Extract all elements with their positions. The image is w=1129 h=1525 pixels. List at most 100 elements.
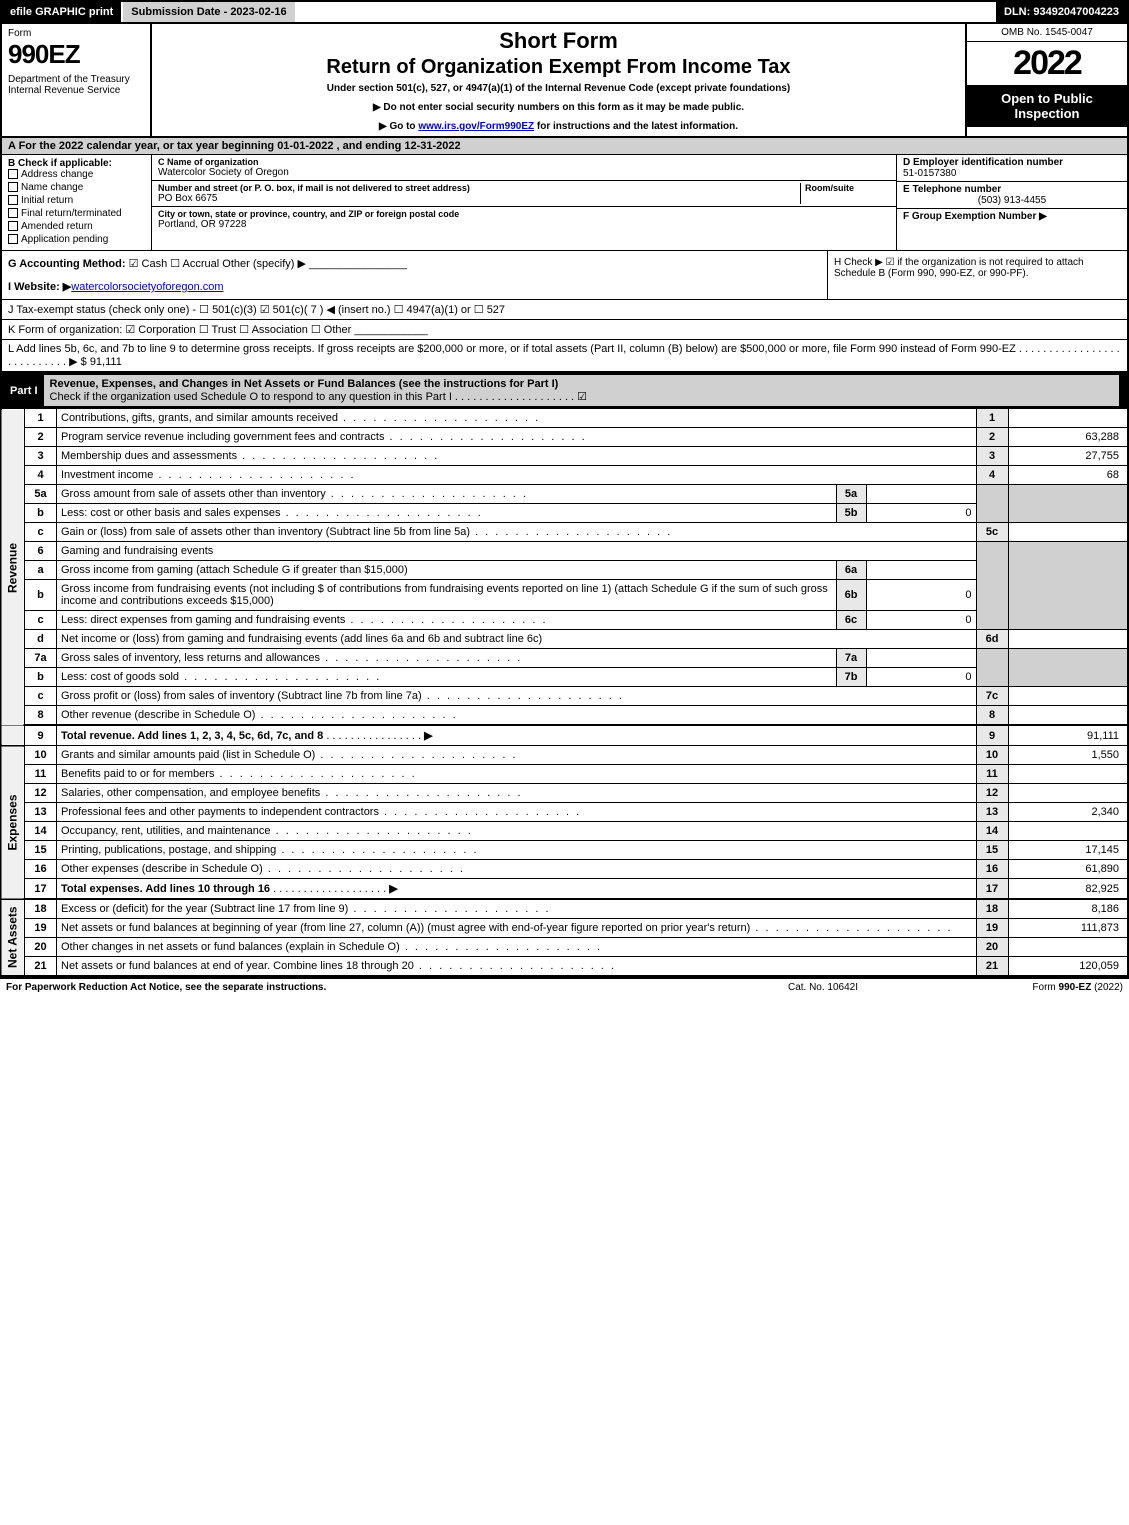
- l11-rn: 11: [976, 765, 1008, 784]
- l12-text: Salaries, other compensation, and employ…: [57, 784, 977, 803]
- top-bar: efile GRAPHIC print Submission Date - 20…: [0, 0, 1129, 24]
- l19-rv: 111,873: [1008, 919, 1128, 938]
- header-note2: ▶ Go to www.irs.gov/Form990EZ for instru…: [160, 121, 957, 132]
- l5c-rn: 5c: [976, 523, 1008, 542]
- l12-rn: 12: [976, 784, 1008, 803]
- l5b-sv: 0: [866, 504, 976, 523]
- side-net-assets: Net Assets: [1, 899, 25, 976]
- phone-label: E Telephone number: [903, 184, 1121, 195]
- l7c-rn: 7c: [976, 687, 1008, 706]
- l19-text: Net assets or fund balances at beginning…: [57, 919, 977, 938]
- l20-num: 20: [25, 938, 57, 957]
- header-left: Form 990EZ Department of the Treasury In…: [2, 24, 152, 136]
- l6-rv-shade: [1008, 542, 1128, 630]
- l20-text: Other changes in net assets or fund bala…: [57, 938, 977, 957]
- title-short-form: Short Form: [160, 28, 957, 54]
- l6a-sv: [866, 561, 976, 580]
- l11-rv: [1008, 765, 1128, 784]
- l5a-sn: 5a: [836, 485, 866, 504]
- l18-num: 18: [25, 899, 57, 919]
- l14-rv: [1008, 822, 1128, 841]
- part-1-header: Part I Revenue, Expenses, and Changes in…: [0, 372, 1129, 409]
- i-label: I Website: ▶: [8, 281, 71, 293]
- dept-label: Department of the Treasury Internal Reve…: [8, 74, 144, 96]
- row-j: J Tax-exempt status (check only one) - ☐…: [0, 300, 1129, 320]
- l7a-sn: 7a: [836, 649, 866, 668]
- l7b-sv: 0: [866, 668, 976, 687]
- room-label: Room/suite: [805, 183, 890, 193]
- phone-cell: E Telephone number (503) 913-4455: [897, 182, 1127, 209]
- cb-application-pending[interactable]: Application pending: [8, 234, 145, 245]
- irs-link[interactable]: www.irs.gov/Form990EZ: [418, 121, 534, 132]
- efile-print-button[interactable]: efile GRAPHIC print: [2, 2, 123, 22]
- l18-rn: 18: [976, 899, 1008, 919]
- l4-rn: 4: [976, 466, 1008, 485]
- l4-rv: 68: [1008, 466, 1128, 485]
- org-name-cell: C Name of organization Watercolor Societ…: [152, 155, 896, 181]
- page-footer: For Paperwork Reduction Act Notice, see …: [0, 977, 1129, 996]
- l3-rn: 3: [976, 447, 1008, 466]
- l2-rv: 63,288: [1008, 428, 1128, 447]
- l17-text: Total expenses. Add lines 10 through 16 …: [57, 879, 977, 900]
- group-exemption-cell: F Group Exemption Number ▶: [897, 209, 1127, 224]
- l7b-num: b: [25, 668, 57, 687]
- l4-num: 4: [25, 466, 57, 485]
- form-word: Form: [8, 28, 144, 39]
- l11-num: 11: [25, 765, 57, 784]
- form-number: 990EZ: [8, 39, 144, 70]
- cb-name-change[interactable]: Name change: [8, 182, 145, 193]
- l10-text: Grants and similar amounts paid (list in…: [57, 746, 977, 765]
- row-l-text: L Add lines 5b, 6c, and 7b to line 9 to …: [8, 343, 1120, 368]
- l6c-num: c: [25, 611, 57, 630]
- lines-table: Revenue 1 Contributions, gifts, grants, …: [0, 409, 1129, 977]
- l6a-text: Gross income from gaming (attach Schedul…: [57, 561, 837, 580]
- l9-rn: 9: [976, 725, 1008, 746]
- header-note1: ▶ Do not enter social security numbers o…: [160, 102, 957, 113]
- l16-text: Other expenses (describe in Schedule O): [57, 860, 977, 879]
- l3-rv: 27,755: [1008, 447, 1128, 466]
- l19-rn: 19: [976, 919, 1008, 938]
- l5c-text: Gain or (loss) from sale of assets other…: [57, 523, 977, 542]
- note2-pre: ▶ Go to: [379, 121, 418, 132]
- l11-text: Benefits paid to or for members: [57, 765, 977, 784]
- l10-rn: 10: [976, 746, 1008, 765]
- l15-text: Printing, publications, postage, and shi…: [57, 841, 977, 860]
- l5b-sn: 5b: [836, 504, 866, 523]
- l6b-text: Gross income from fundraising events (no…: [57, 580, 837, 611]
- cb-amended-return[interactable]: Amended return: [8, 221, 145, 232]
- row-a-text: A For the 2022 calendar year, or tax yea…: [8, 140, 461, 152]
- l16-num: 16: [25, 860, 57, 879]
- l6c-sv: 0: [866, 611, 976, 630]
- l21-text: Net assets or fund balances at end of ye…: [57, 957, 977, 977]
- l7a-text: Gross sales of inventory, less returns a…: [57, 649, 837, 668]
- l9-text: Total revenue. Add lines 1, 2, 3, 4, 5c,…: [57, 725, 977, 746]
- info-grid: B Check if applicable: Address change Na…: [0, 155, 1129, 251]
- section-c: C Name of organization Watercolor Societ…: [152, 155, 897, 250]
- l17-rv: 82,925: [1008, 879, 1128, 900]
- cb-initial-return[interactable]: Initial return: [8, 195, 145, 206]
- l6-num: 6: [25, 542, 57, 561]
- l6d-num: d: [25, 630, 57, 649]
- row-k-text: K Form of organization: ☑ Corporation ☐ …: [8, 324, 351, 336]
- section-de: D Employer identification number 51-0157…: [897, 155, 1127, 250]
- l2-text: Program service revenue including govern…: [57, 428, 977, 447]
- footer-right: Form 990-EZ (2022): [923, 982, 1123, 993]
- l6-text: Gaming and fundraising events: [57, 542, 977, 561]
- website-link[interactable]: watercolorsocietyoforegon.com: [71, 281, 223, 293]
- l8-text: Other revenue (describe in Schedule O): [57, 706, 977, 726]
- l13-rn: 13: [976, 803, 1008, 822]
- l7b-sn: 7b: [836, 668, 866, 687]
- city-label: City or town, state or province, country…: [158, 209, 890, 219]
- section-b: B Check if applicable: Address change Na…: [2, 155, 152, 250]
- cb-final-return[interactable]: Final return/terminated: [8, 208, 145, 219]
- omb-number: OMB No. 1545-0047: [967, 24, 1127, 42]
- org-name-value: Watercolor Society of Oregon: [158, 167, 890, 178]
- submission-date-button[interactable]: Submission Date - 2023-02-16: [123, 2, 296, 22]
- cb-address-change[interactable]: Address change: [8, 169, 145, 180]
- l14-num: 14: [25, 822, 57, 841]
- l6b-num: b: [25, 580, 57, 611]
- l15-num: 15: [25, 841, 57, 860]
- l7c-text: Gross profit or (loss) from sales of inv…: [57, 687, 977, 706]
- l4-text: Investment income: [57, 466, 977, 485]
- l7ab-rv-shade: [1008, 649, 1128, 687]
